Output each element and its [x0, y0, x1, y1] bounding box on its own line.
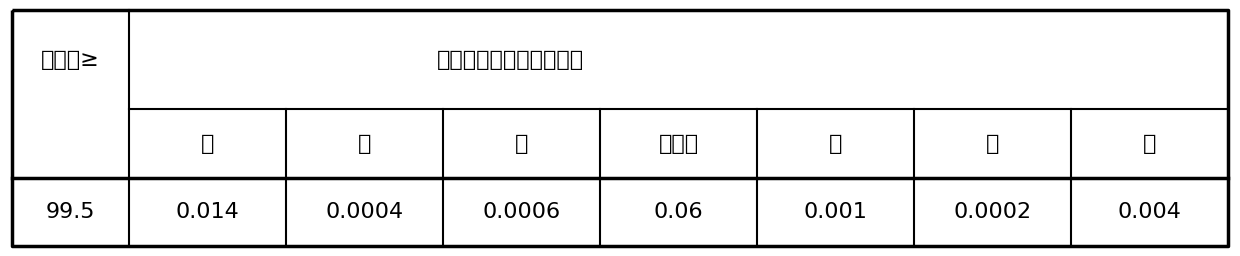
Text: 铜: 铜 [986, 133, 999, 154]
Text: 0.004: 0.004 [1117, 202, 1182, 222]
Text: 镁: 镁 [828, 133, 842, 154]
Text: 0.001: 0.001 [804, 202, 868, 222]
Text: 硫酸根: 硫酸根 [658, 133, 698, 154]
Text: 0.0006: 0.0006 [482, 202, 560, 222]
Text: 钓: 钓 [1143, 133, 1156, 154]
Text: 0.0004: 0.0004 [325, 202, 403, 222]
Text: 铁: 铁 [515, 133, 528, 154]
Text: 0.014: 0.014 [176, 202, 239, 222]
Text: 99.5: 99.5 [46, 202, 95, 222]
Text: 杂质离子（质量分数％）: 杂质离子（质量分数％） [436, 49, 584, 69]
Text: 锁: 锁 [201, 133, 215, 154]
Text: 铝: 铝 [358, 133, 371, 154]
Text: 碳酸锂≥: 碳酸锂≥ [41, 49, 100, 69]
Text: 0.06: 0.06 [653, 202, 703, 222]
Text: 0.0002: 0.0002 [954, 202, 1032, 222]
